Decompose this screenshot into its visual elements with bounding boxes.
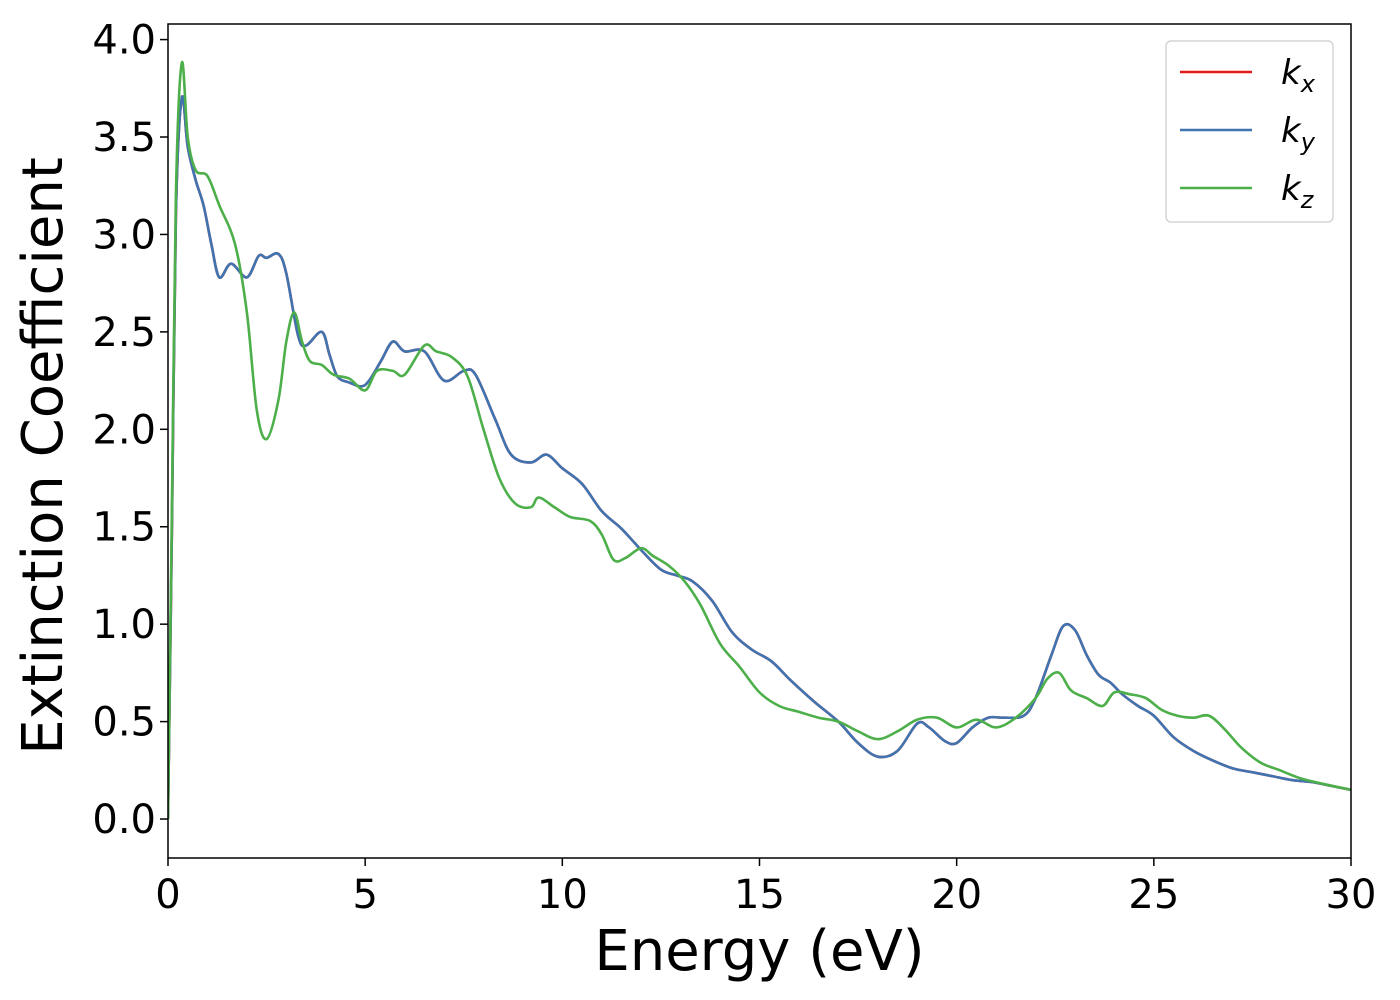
y-tick-label: 0.5 (92, 700, 156, 746)
legend-box (1165, 40, 1334, 223)
plot-frame (167, 23, 1352, 859)
x-tick-label: 30 (1326, 872, 1377, 918)
legend-entry-label: kx (1281, 53, 1316, 98)
x-tick-label: 15 (734, 872, 785, 918)
y-tick-label: 2.0 (92, 407, 156, 453)
y-tick-label: 2.5 (92, 310, 156, 356)
x-axis-label: Energy (eV) (594, 919, 924, 984)
series-line-ky (168, 94, 1351, 820)
x-tick-label: 20 (931, 872, 982, 918)
x-tick-label: 5 (352, 872, 377, 918)
series-layer (168, 60, 1351, 820)
y-tick-label: 3.5 (92, 115, 156, 161)
y-tick-label: 1.0 (92, 602, 156, 648)
y-tick-label: 4.0 (92, 18, 156, 64)
series-line-kz (168, 60, 1351, 820)
x-tick-label: 25 (1128, 872, 1179, 918)
y-tick-label: 0.0 (92, 797, 156, 843)
legend: kx ky kz (1165, 40, 1334, 223)
y-axis-label: Extinction Coefficient (11, 157, 76, 755)
y-tick-label: 3.0 (92, 212, 156, 258)
y-tick-label: 1.5 (92, 505, 156, 551)
legend-entry-label: ky (1281, 111, 1316, 156)
x-tick-label: 10 (537, 872, 588, 918)
x-tick-label: 0 (155, 872, 180, 918)
legend-entry-label: kz (1281, 169, 1315, 214)
ticks-layer: 0 5 10 15 20 25 30 0.0 0.5 1.0 1.5 2.0 2.5 3.0 3.5 4.0 (92, 18, 1376, 918)
